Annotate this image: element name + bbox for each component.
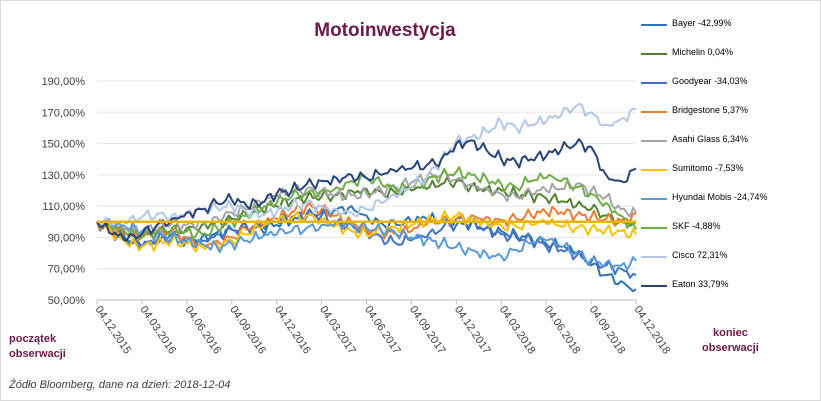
end-label-line1: koniec [713,327,748,339]
legend-swatch [641,82,667,84]
legend-label: Hyundai Mobis -24,74% [672,192,768,202]
legend-label: Michelin 0,04% [672,47,734,57]
y-tick-label: 170,00% [42,107,86,119]
chart-title: Motoinwestycja [314,20,456,41]
series-line-9 [96,102,637,226]
legend-item: Goodyear -34,03% [641,76,819,90]
y-tick-label: 190,00% [42,76,86,88]
start-label-line1: początek [9,333,57,345]
y-tick-label: 70,00% [48,264,86,276]
legend-item: Michelin 0,04% [641,47,819,61]
y-tick-label: 110,00% [42,201,85,213]
start-label: początek obserwacji [9,332,66,362]
x-tick-label: 04.06.2016 [182,304,223,356]
legend-swatch [641,169,667,171]
legend-item: Cisco 72,31% [641,250,819,264]
x-tick-label: 04.09.2017 [407,304,448,356]
legend-item: SKF -4,88% [641,221,819,235]
x-tick-label: 04.12.2015 [93,304,134,356]
legend-item: Hyundai Mobis -24,74% [641,192,819,206]
legend-item: Eaton 33,79% [641,279,819,293]
legend-item: Bridgestone 5,37% [641,105,819,119]
legend-label: Asahi Glass 6,34% [672,134,749,144]
legend-label: Eaton 33,79% [672,279,729,289]
y-tick-label: 90,00% [48,232,86,244]
x-tick-label: 04.12.2017 [452,304,493,356]
series-line-5 [96,169,637,237]
x-tick-label: 04.12.2016 [272,304,313,356]
x-tick-label: 04.09.2018 [587,304,628,356]
source-note: Źódło Bloomberg, dane na dzień: 2018-12-… [9,379,231,391]
end-label: koniec obserwacji [702,326,759,356]
legend-label: Cisco 72,31% [672,250,728,260]
legend-swatch [641,285,667,287]
y-tick-label: 50,00% [48,295,86,307]
legend-swatch [641,256,667,258]
legend-swatch [641,24,667,26]
legend-item: Bayer -42,99% [641,18,819,32]
x-tick-label: 04.03.2016 [137,304,178,356]
legend-swatch [641,140,667,142]
x-tick-label: 04.06.2018 [542,304,583,356]
y-tick-label: 150,00% [42,139,86,151]
x-tick-label: 04.03.2017 [317,304,358,356]
end-label-line2: obserwacji [702,342,759,354]
x-tick-label: 04.12.2018 [632,304,673,356]
series-line-2 [96,176,637,239]
legend-item: Asahi Glass 6,34% [641,134,819,148]
legend-swatch [641,198,667,200]
legend-item: Sumitomo -7,53% [641,163,819,177]
series-line-7 [96,218,637,271]
series-line-6 [96,210,637,253]
x-tick-label: 04.03.2018 [497,304,538,356]
x-tick-label: 04.09.2016 [227,304,268,356]
series-line-10 [96,138,637,242]
legend-label: Sumitomo -7,53% [672,163,744,173]
legend-label: Bridgestone 5,37% [672,105,749,115]
start-label-line2: obserwacji [9,348,66,360]
legend-label: SKF -4,88% [672,221,721,231]
legend-label: Bayer -42,99% [672,18,732,28]
x-tick-label: 04.06.2017 [362,304,403,356]
legend-swatch [641,53,667,55]
legend-swatch [641,227,667,229]
legend-label: Goodyear -34,03% [672,76,748,86]
y-tick-label: 130,00% [42,170,86,182]
legend-swatch [641,111,667,113]
